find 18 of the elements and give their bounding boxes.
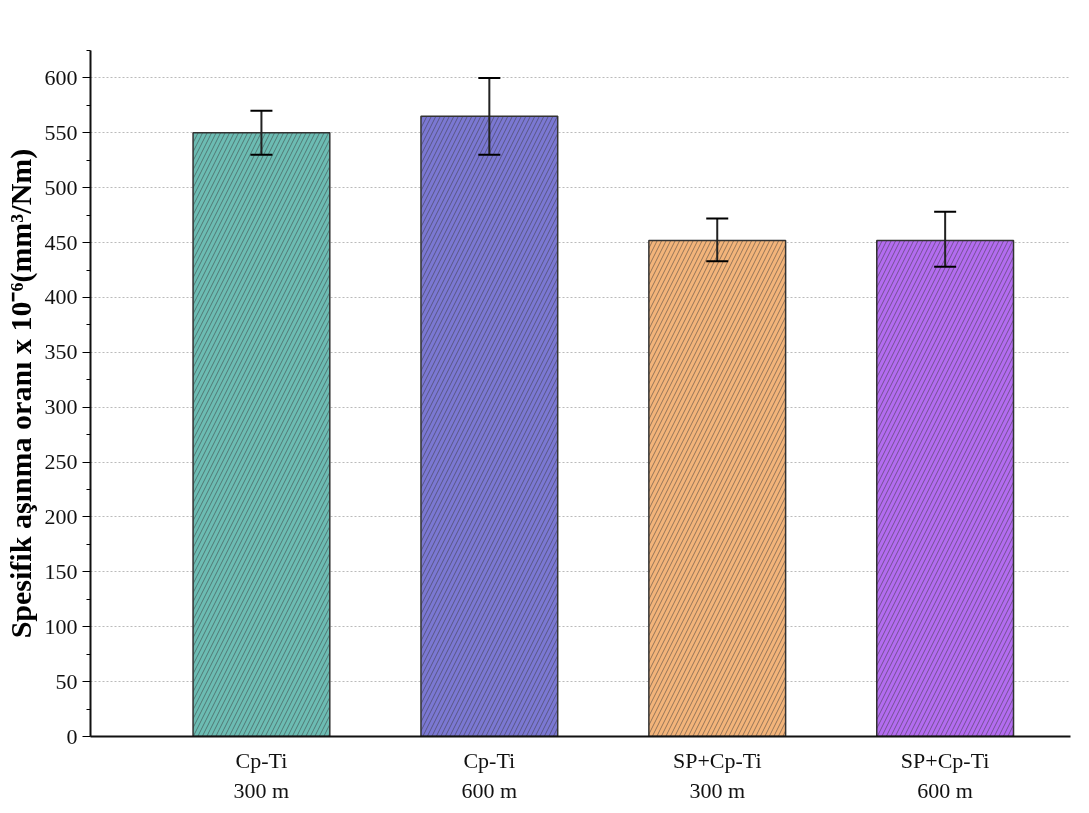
y-tick-label: 450 [44, 229, 78, 255]
y-tick-label: 0 [66, 723, 78, 749]
x-tick-label: SP+Cp-Ti 300 m [672, 747, 762, 803]
y-tick-label: 550 [44, 119, 78, 145]
y-tick-label: 350 [44, 339, 78, 365]
y-tick-label: 150 [44, 558, 78, 584]
y-tick-label: 250 [44, 449, 78, 475]
y-axis-title: Spesifik aşınma oranı x 10⁻⁶(mm³/Nm) [3, 148, 38, 639]
x-tick-label: SP+Cp-Ti 600 m [900, 747, 990, 803]
y-tick-label: 500 [44, 174, 78, 200]
y-tick-label: 200 [44, 503, 78, 529]
y-tick-label: 400 [44, 284, 78, 310]
y-tick-label: 50 [55, 668, 78, 694]
y-tick-label: 300 [44, 394, 78, 420]
y-tick-label: 600 [44, 64, 78, 90]
x-tick-label: Cp-Ti 300 m [233, 747, 290, 803]
x-tick-label: Cp-Ti 600 m [461, 747, 518, 803]
y-tick-label: 100 [44, 613, 78, 639]
